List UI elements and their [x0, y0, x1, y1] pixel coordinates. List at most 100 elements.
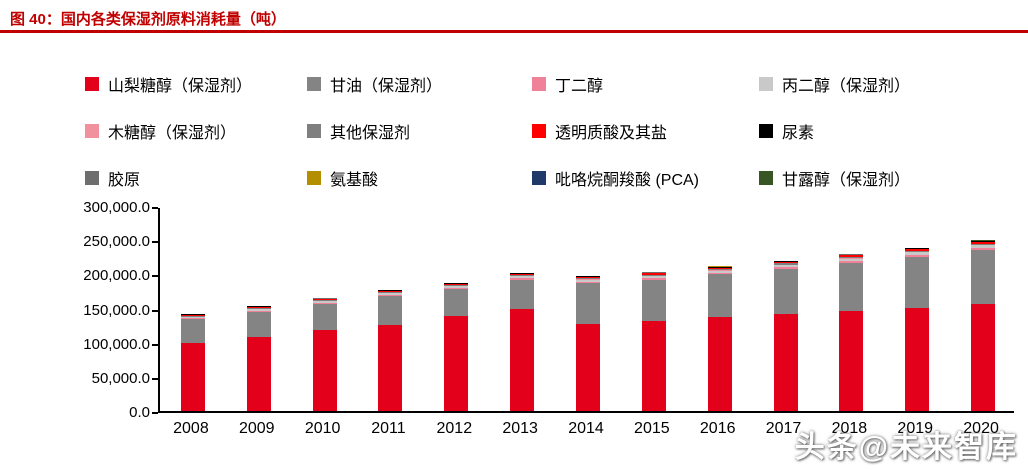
stacked-bar [707, 266, 732, 411]
x-axis-label: 2011 [371, 420, 406, 437]
y-axis-label: 50,000.0 [91, 369, 150, 387]
legend-swatch [532, 171, 546, 185]
bar-segment [180, 315, 205, 317]
bar-segment [246, 307, 271, 308]
bar-group [358, 208, 424, 411]
bar-segment [707, 317, 732, 411]
bar-segment [905, 256, 930, 308]
bar-segment [575, 276, 600, 278]
bar-segment [510, 308, 535, 411]
legend-swatch [759, 124, 773, 138]
bar-segment [707, 274, 732, 318]
bar-segment [180, 316, 205, 319]
bar-segment [444, 288, 469, 290]
bar-segment [707, 269, 732, 271]
legend-item: 吡咯烷酮羧酸 (PCA) [532, 166, 759, 190]
bar-segment [246, 336, 271, 411]
bar-segment [641, 321, 666, 411]
legend-item: 甘油（保湿剂） [307, 72, 532, 96]
bar-segment [641, 274, 666, 276]
bar-segment [575, 283, 600, 325]
chart: 300,000.0 250,000.0 200,000.0 150,000.0 100,… [0, 196, 1028, 464]
bar-segment [905, 248, 930, 251]
legend-swatch [85, 77, 99, 91]
x-axis-label: 2013 [502, 420, 538, 437]
legend-label: 氨基酸 [330, 172, 379, 189]
bar-group [226, 208, 292, 411]
bar-segment [773, 261, 798, 262]
bar-segment [575, 278, 600, 280]
stacked-bar [575, 275, 600, 411]
bar-segment [971, 247, 996, 250]
y-axis-label: 150,000.0 [83, 301, 150, 319]
x-axis-label: 2015 [634, 420, 670, 437]
bar-segment [378, 291, 403, 293]
bar-segment [707, 266, 732, 268]
bar-segment [510, 273, 535, 274]
legend-label: 尿素 [782, 125, 815, 142]
x-axis-label: 2018 [831, 420, 868, 437]
legend-swatch [532, 77, 546, 91]
bar-segment [378, 290, 403, 292]
bar-segment [971, 243, 996, 246]
bar-group [753, 208, 819, 411]
bar-group [423, 208, 489, 411]
bar-segment [971, 245, 996, 248]
bar-segment [246, 306, 271, 308]
bar-segment [839, 257, 864, 259]
bar-segment [246, 309, 271, 311]
bar-segment [246, 307, 271, 309]
y-axis-tick [152, 309, 158, 312]
bar-segment [773, 264, 798, 268]
bar-segment [444, 289, 469, 317]
stacked-bar [444, 282, 469, 411]
bar-segment [575, 324, 600, 411]
bar-segment [773, 268, 798, 314]
bar-segment [575, 277, 600, 279]
stacked-bar [839, 254, 864, 411]
bar-group [489, 208, 555, 411]
y-axis-tick [152, 377, 158, 380]
legend-label: 甘露醇（保湿剂） [782, 172, 911, 189]
bar-segment [839, 262, 864, 312]
bar-segment [312, 301, 337, 304]
bar-segment [378, 295, 403, 297]
bar-segment [641, 276, 666, 279]
bar-segment [510, 279, 535, 309]
x-axis-label: 2020 [963, 420, 999, 437]
bar-segment [180, 314, 205, 316]
y-axis-label: 300,000.0 [83, 199, 150, 216]
y-axis-tick [152, 275, 158, 278]
bar-segment [510, 275, 535, 277]
bar-group [292, 208, 358, 411]
bar-segment [641, 279, 666, 322]
bar-segment [773, 263, 798, 265]
bar-segment [510, 278, 535, 280]
x-axis-label: 2010 [304, 420, 341, 437]
bar-segment [839, 255, 864, 258]
bar-segment [839, 261, 864, 263]
legend-swatch [759, 77, 773, 91]
bar-segment [510, 276, 535, 279]
bar-segment [312, 329, 337, 411]
bar-segment [971, 304, 996, 411]
bar-group [687, 208, 753, 411]
x-axis-label: 2016 [699, 420, 736, 437]
bar-segment [180, 342, 205, 411]
bar-segment [378, 293, 403, 295]
bar-segment [641, 273, 666, 275]
bar-segment [378, 291, 403, 292]
legend-label: 丁二醇 [555, 78, 604, 95]
stacked-bar [773, 260, 798, 411]
legend-label: 甘油（保湿剂） [330, 78, 443, 95]
bar-group [884, 208, 950, 411]
title-underline [0, 0, 1028, 33]
bar-segment [378, 324, 403, 411]
bar-group [818, 208, 884, 411]
legend-item: 丙二醇（保湿剂） [759, 72, 989, 96]
bar-segment [510, 274, 535, 276]
bar-segment [839, 254, 864, 256]
y-axis-label: 0.0 [129, 404, 150, 421]
bar-group [621, 208, 687, 411]
legend-swatch [307, 77, 321, 91]
